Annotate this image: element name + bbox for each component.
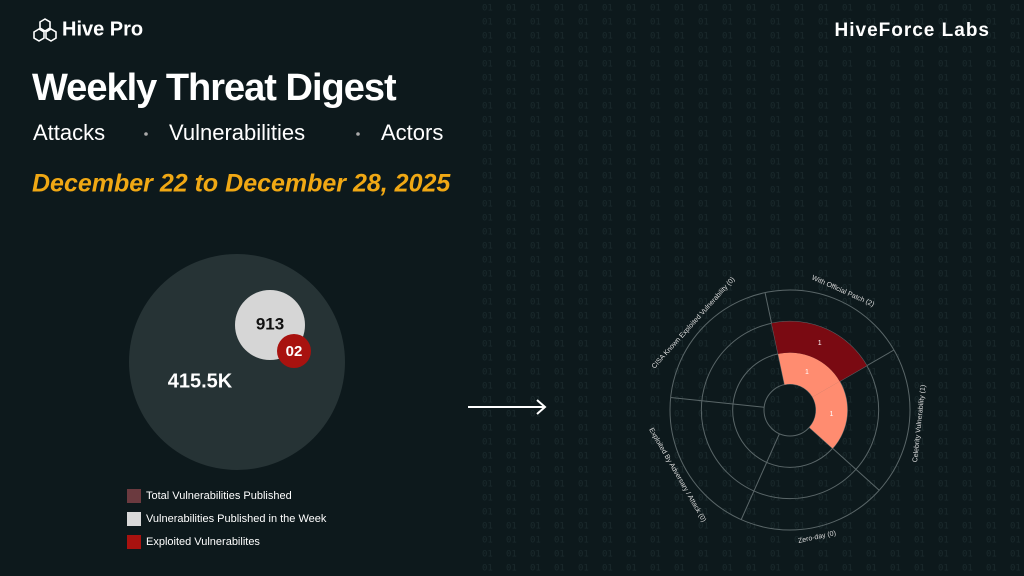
bubble xyxy=(129,254,345,470)
legend-label: Exploited Vulnerabilites xyxy=(146,536,260,548)
date-range: December 22 to December 28, 2025 xyxy=(32,170,451,198)
spoke xyxy=(808,427,880,491)
brand: Hive Pro xyxy=(62,18,143,40)
topic: Attacks xyxy=(33,120,105,145)
legend-swatch xyxy=(127,489,141,503)
legend-swatch xyxy=(127,512,141,526)
legend-label: Total Vulnerabilities Published xyxy=(146,490,292,502)
bubble xyxy=(277,334,311,368)
legend-label: Vulnerabilities Published in the Week xyxy=(146,513,327,525)
separator xyxy=(144,132,148,136)
segment-label: 1 xyxy=(829,411,833,418)
binary-texture xyxy=(480,0,1024,576)
title: Weekly Threat Digest xyxy=(32,67,397,109)
grid-circle xyxy=(669,289,911,531)
segment-label: 1 xyxy=(805,369,809,376)
spoke xyxy=(670,396,765,408)
polar-segment xyxy=(778,352,840,397)
bubble-label: 415.5K xyxy=(168,370,233,392)
polar-segment xyxy=(771,321,867,382)
separator xyxy=(356,132,360,136)
topic: Actors xyxy=(381,120,443,145)
logo xyxy=(33,18,57,42)
spoke xyxy=(740,433,780,520)
arrow xyxy=(468,399,547,415)
legend-swatch xyxy=(127,535,141,549)
lab-name: HiveForce Labs xyxy=(835,20,991,41)
polar-segment xyxy=(809,381,848,449)
topic: Vulnerabilities xyxy=(169,120,305,145)
bubble-label: 02 xyxy=(286,343,303,360)
bubble-label: 913 xyxy=(256,314,284,333)
segment-label: 1 xyxy=(818,340,822,347)
